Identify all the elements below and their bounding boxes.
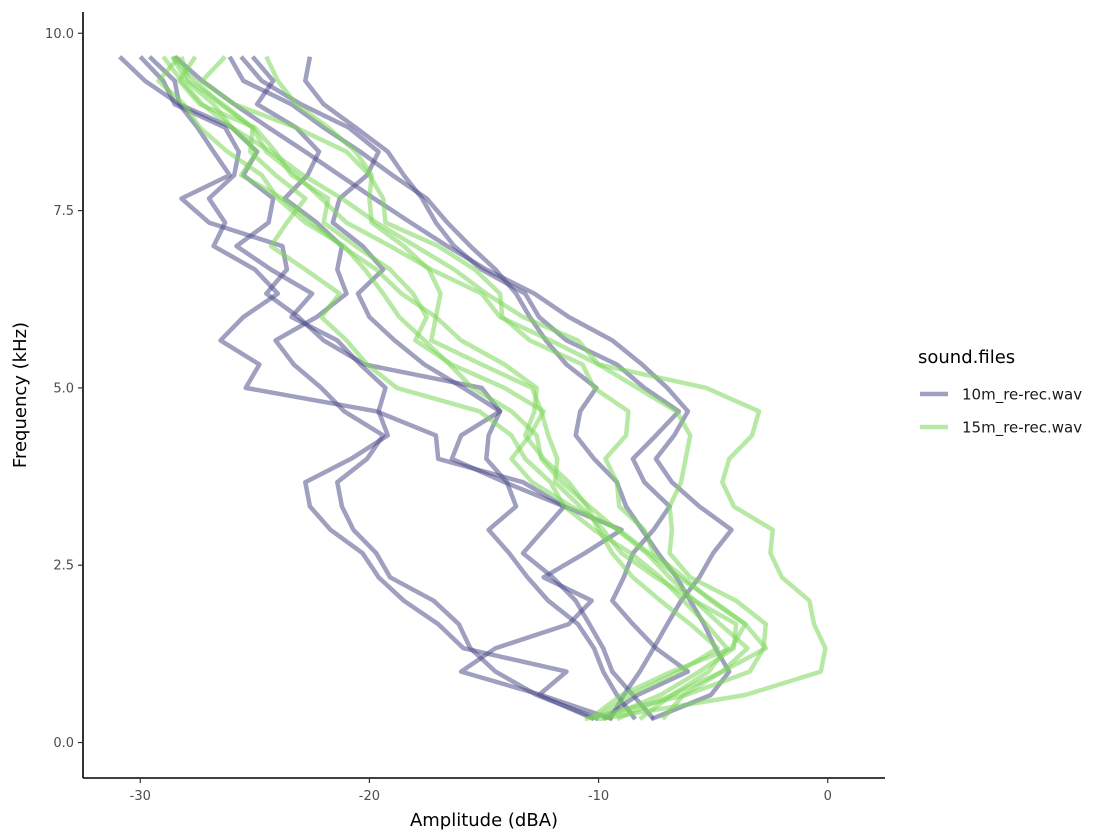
- series-1-line-1: [118, 55, 656, 721]
- series-1-line-4: [250, 55, 600, 722]
- x-ticks: -30 -20 -10 0: [130, 778, 832, 804]
- y-tick-label: 2.5: [53, 559, 74, 574]
- series-2-line-8: [161, 55, 828, 722]
- series-2-line-5: [264, 55, 720, 721]
- y-tick-label: 10.0: [45, 27, 74, 42]
- y-axis-title: Frequency (kHz): [10, 322, 31, 468]
- y-ticks: 0.0 2.5 5.0 7.5 10.0: [45, 27, 83, 751]
- series-1-line-8: [173, 55, 734, 721]
- series-2-line-2: [170, 55, 739, 722]
- plot-lines: [118, 55, 828, 722]
- series-1-line-5: [239, 55, 637, 721]
- x-axis-title: Amplitude (dBA): [410, 810, 558, 831]
- x-tick-label: 0: [824, 789, 832, 804]
- y-tick-label: 5.0: [53, 381, 74, 396]
- series-2-line-1: [156, 55, 750, 721]
- x-tick-label: -30: [130, 789, 151, 804]
- legend-label-2: 15m_re-rec.wav: [962, 419, 1082, 438]
- legend-label-1: 10m_re-rec.wav: [962, 386, 1082, 405]
- legend: sound.files 10m_re-rec.wav 15m_re-rec.wav: [918, 347, 1082, 438]
- series-2-line-6: [170, 55, 769, 722]
- legend-items: 10m_re-rec.wav 15m_re-rec.wav: [920, 386, 1082, 438]
- legend-title: sound.files: [918, 347, 1015, 368]
- series-1-line-6: [303, 56, 691, 721]
- series-2-line-3: [179, 56, 730, 722]
- y-tick-label: 7.5: [53, 204, 74, 219]
- x-tick-label: -20: [359, 789, 380, 804]
- series-1-line-2: [138, 55, 624, 722]
- series-2-line-7: [199, 55, 769, 721]
- y-tick-label: 0.0: [53, 736, 74, 751]
- x-tick-label: -10: [588, 789, 609, 804]
